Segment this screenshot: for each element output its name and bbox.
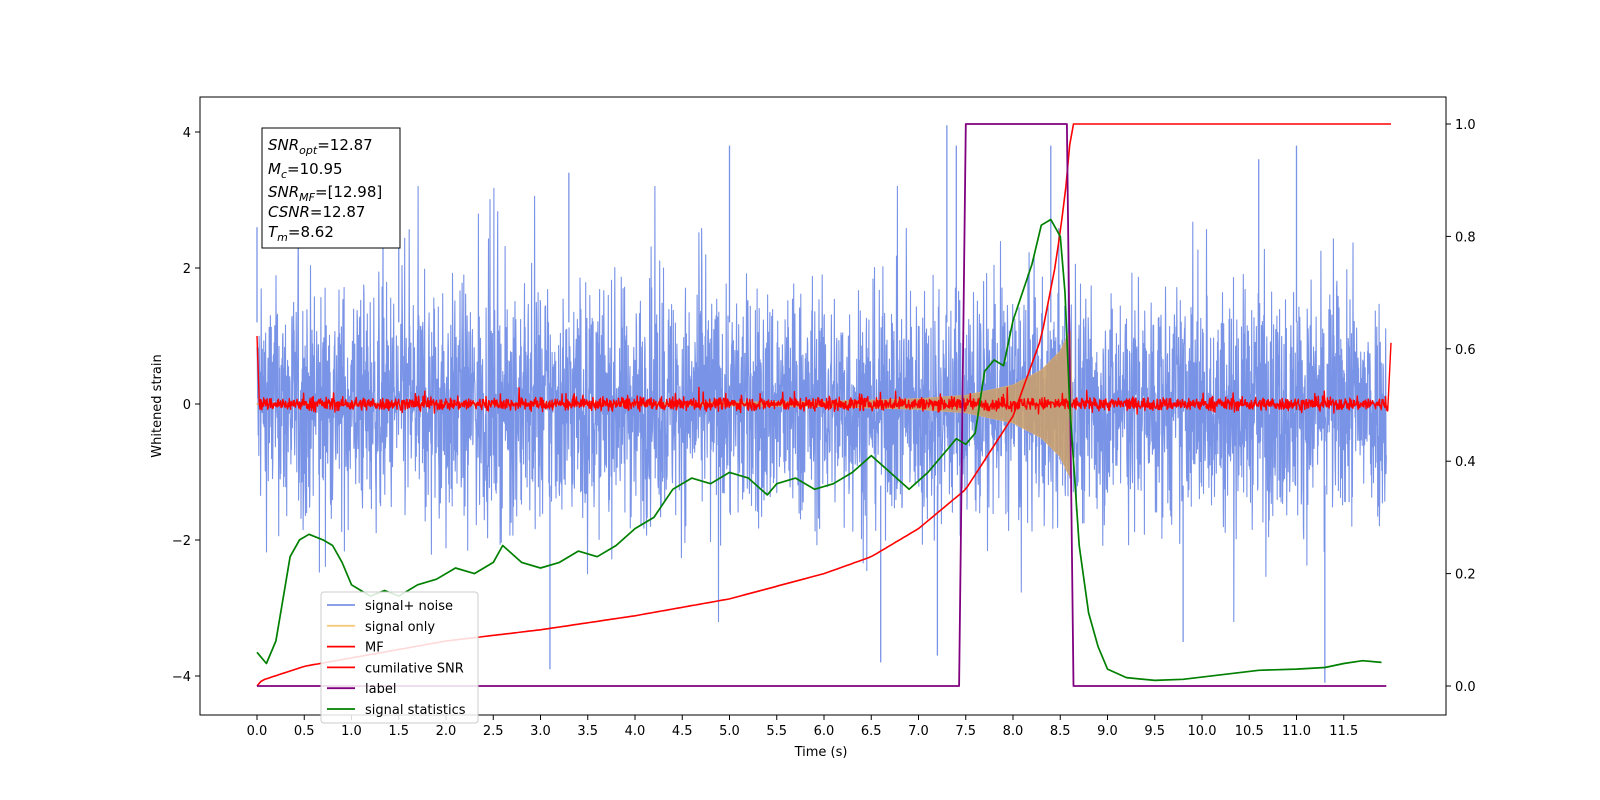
- x-tick-label: 9.5: [1144, 724, 1165, 739]
- y-left-tick-label: 2: [183, 262, 191, 277]
- y-right-tick-label: 0.2: [1455, 568, 1476, 583]
- y-right-tick-label: 0.0: [1455, 680, 1476, 695]
- x-axis-label: Time (s): [794, 745, 848, 760]
- x-tick-label: 4.0: [625, 724, 646, 739]
- y-right-tick-label: 0.6: [1455, 343, 1476, 358]
- x-tick-label: 7.0: [908, 724, 929, 739]
- x-tick-label: 11.0: [1282, 724, 1311, 739]
- y-axis-left-ticks: 4 2 0 −2 −4: [172, 126, 200, 685]
- x-tick-label: 7.5: [955, 724, 976, 739]
- y-axis-right-ticks: 1.0 0.8 0.6 0.4 0.2 0.0: [1446, 118, 1476, 695]
- annotation-mc: Mc=10.95: [268, 160, 343, 181]
- x-tick-label: 11.5: [1329, 724, 1358, 739]
- label-line: [257, 123, 1387, 687]
- y-right-tick-label: 1.0: [1455, 118, 1476, 133]
- x-tick-label: 10.5: [1235, 724, 1264, 739]
- x-tick-label: 3.0: [530, 724, 551, 739]
- mf-line: [256, 335, 1392, 415]
- x-tick-label: 10.0: [1188, 724, 1217, 739]
- annotation-tm: Tm=8.62: [268, 223, 334, 244]
- x-tick-label: 5.0: [719, 724, 740, 739]
- legend-label: signal+ noise: [365, 599, 453, 614]
- x-tick-label: 0.0: [247, 724, 268, 739]
- x-tick-label: 3.5: [577, 724, 598, 739]
- plot-frame: [199, 96, 1447, 716]
- legend-label: signal statistics: [365, 703, 466, 718]
- annotation-box: SNRopt=12.87 Mc=10.95 SNRMF=[12.98] CSNR…: [261, 127, 401, 249]
- x-tick-label: 1.0: [341, 724, 362, 739]
- legend-label: cumilative SNR: [365, 661, 464, 676]
- signal-noise-line: [256, 185, 1387, 623]
- legend-label: MF: [365, 641, 384, 656]
- y-left-tick-label: −2: [172, 534, 191, 549]
- x-tick-label: 8.0: [1003, 724, 1024, 739]
- x-axis-ticks: 0.0 0.5 1.0 1.5 2.0 2.5 3.0 3.5 4.0 4.5 5.0 5.5 6.0 6…: [247, 715, 1358, 739]
- legend-label: label: [365, 682, 396, 697]
- x-tick-label: 6.0: [814, 724, 835, 739]
- annotation-frame: [261, 127, 401, 249]
- x-tick-label: 5.5: [766, 724, 787, 739]
- legend-items: signal+ noise signal only MF cumilative SNR…: [327, 599, 466, 718]
- annotation-snr-mf: SNRMF=[12.98]: [268, 183, 382, 204]
- x-tick-label: 4.5: [672, 724, 693, 739]
- x-tick-label: 2.5: [483, 724, 504, 739]
- x-tick-label: 1.5: [388, 724, 409, 739]
- legend-frame: [320, 591, 479, 724]
- x-tick-label: 2.0: [436, 724, 457, 739]
- x-tick-label: 9.0: [1097, 724, 1118, 739]
- legend: signal+ noise signal only MF cumilative SNR…: [320, 591, 479, 724]
- y-right-tick-label: 0.4: [1455, 455, 1476, 470]
- y-right-tick-label: 0.8: [1455, 230, 1476, 245]
- legend-label: signal only: [365, 620, 435, 635]
- y-left-tick-label: 0: [183, 398, 191, 413]
- x-tick-label: 6.5: [861, 724, 882, 739]
- y-axis-label: Whitened strain: [150, 354, 165, 457]
- annotation-snr-opt: SNRopt=12.87: [268, 136, 373, 157]
- x-tick-label: 8.5: [1050, 724, 1071, 739]
- y-left-tick-label: −4: [172, 670, 191, 685]
- mf-series: [256, 335, 1392, 415]
- annotation-csnr: CSNR=12.87: [268, 203, 365, 221]
- y-left-tick-label: 4: [183, 126, 191, 141]
- x-tick-label: 0.5: [294, 724, 315, 739]
